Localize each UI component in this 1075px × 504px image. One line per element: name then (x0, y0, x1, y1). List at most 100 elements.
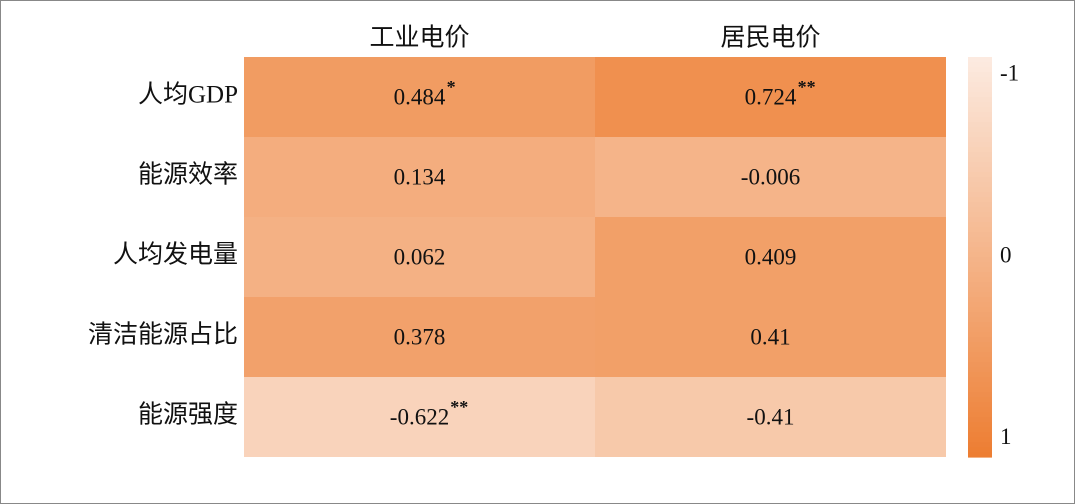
colorbar-segment (968, 207, 992, 213)
colorbar-segment (968, 277, 992, 283)
colorbar-segment (968, 187, 992, 193)
cell (244, 377, 595, 457)
colorbar-segment (968, 362, 992, 368)
colorbar-segment (968, 217, 992, 223)
colorbar-segment (968, 357, 992, 363)
column-label: 居民电价 (720, 24, 820, 52)
colorbar-segment (968, 162, 992, 168)
column-label: 工业电价 (369, 24, 469, 52)
colorbar-segment (968, 427, 992, 433)
colorbar-segment (968, 142, 992, 148)
colorbar-segment (968, 92, 992, 98)
colorbar-segment (968, 267, 992, 273)
colorbar-tick-label: 0 (1000, 242, 1012, 267)
colorbar-segment (968, 337, 992, 343)
colorbar-segment (968, 312, 992, 318)
colorbar-segment (968, 432, 992, 438)
colorbar-segment (968, 117, 992, 123)
colorbar-segment (968, 377, 992, 383)
colorbar-segment (968, 412, 992, 418)
colorbar-segment (968, 197, 992, 203)
colorbar-segment (968, 352, 992, 358)
colorbar-segment (968, 282, 992, 288)
colorbar-segment (968, 322, 992, 328)
colorbar-tick-label: -1 (1000, 60, 1019, 85)
cell (244, 217, 595, 297)
colorbar-segment (968, 342, 992, 348)
colorbar-segment (968, 317, 992, 323)
colorbar-segment (968, 332, 992, 338)
colorbar-segment (968, 407, 992, 413)
colorbar-segment (968, 212, 992, 218)
cell (595, 377, 946, 457)
colorbar-segment (968, 302, 992, 308)
colorbar-segment (968, 222, 992, 228)
cell-value: 0.378 (394, 324, 446, 349)
colorbar-segment (968, 417, 992, 423)
colorbar-segment (968, 347, 992, 353)
row-label: 清洁能源占比 (88, 321, 238, 349)
cell (244, 137, 595, 217)
colorbar-segment (968, 147, 992, 153)
colorbar-segment (968, 82, 992, 88)
cell (595, 57, 946, 137)
colorbar-segment (968, 72, 992, 78)
colorbar-segment (968, 387, 992, 393)
significance-mark: ** (450, 397, 468, 417)
row-label: 能源效率 (138, 161, 238, 189)
colorbar-segment (968, 167, 992, 173)
colorbar-segment (968, 257, 992, 263)
colorbar-segment (968, 157, 992, 163)
colorbar-segment (968, 77, 992, 83)
colorbar-segment (968, 232, 992, 238)
colorbar-segment (968, 307, 992, 313)
colorbar-segment (968, 262, 992, 268)
colorbar-segment (968, 242, 992, 248)
row-label: 人均发电量 (113, 241, 238, 269)
colorbar-segment (968, 372, 992, 378)
cell-value: -0.41 (747, 404, 795, 429)
colorbar-segment (968, 137, 992, 143)
colorbar-segment (968, 202, 992, 208)
colorbar-segment (968, 382, 992, 388)
colorbar-segment (968, 192, 992, 198)
cell-value: 0.134 (394, 164, 446, 189)
cell-value: 0.724 (745, 84, 797, 109)
row-label: 人均GDP (138, 81, 238, 109)
cell (244, 297, 595, 377)
colorbar-segment (968, 392, 992, 398)
colorbar-segment (968, 252, 992, 258)
colorbar-segment (968, 327, 992, 333)
colorbar-segment (968, 292, 992, 298)
colorbar-segment (968, 272, 992, 278)
colorbar-segment (968, 112, 992, 118)
colorbar-segment (968, 247, 992, 253)
colorbar-segment (968, 227, 992, 233)
colorbar-segment (968, 62, 992, 68)
colorbar-segment (968, 107, 992, 113)
cell-value: 0.41 (750, 324, 790, 349)
colorbar-segment (968, 67, 992, 73)
colorbar-segment (968, 422, 992, 428)
cell-value: 0.062 (394, 244, 446, 269)
colorbar-segment (968, 132, 992, 138)
cell (244, 57, 595, 137)
cell (595, 297, 946, 377)
colorbar-segment (968, 87, 992, 93)
colorbar-segment (968, 437, 992, 443)
colorbar-segment (968, 452, 992, 458)
colorbar-segment (968, 397, 992, 403)
colorbar-segment (968, 122, 992, 128)
cell-value: -0.622 (390, 404, 449, 429)
colorbar-segment (968, 177, 992, 183)
colorbar-segment (968, 57, 992, 63)
cell-value: 0.409 (745, 244, 797, 269)
cell (595, 137, 946, 217)
cell-value: 0.484 (394, 84, 446, 109)
colorbar-segment (968, 297, 992, 303)
significance-mark: * (447, 77, 456, 97)
colorbar-segment (968, 127, 992, 133)
colorbar-segment (968, 447, 992, 453)
colorbar-segment (968, 172, 992, 178)
